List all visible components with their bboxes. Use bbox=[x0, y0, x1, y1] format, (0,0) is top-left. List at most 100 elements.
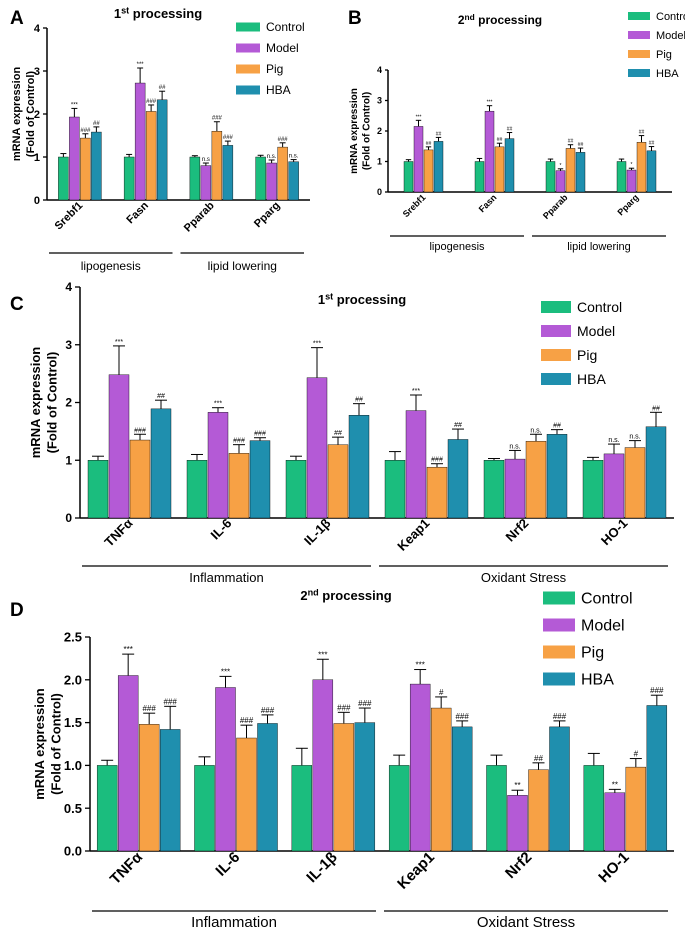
bar-hba bbox=[222, 145, 234, 201]
significance-label: n.s bbox=[202, 157, 210, 163]
group-label: lipogenesis bbox=[81, 259, 141, 273]
bar-control bbox=[189, 156, 201, 201]
bar-control bbox=[194, 765, 215, 852]
group-label: Inflammation bbox=[189, 570, 263, 585]
bar-model bbox=[413, 126, 424, 193]
y-tick-label: 3 bbox=[65, 338, 72, 352]
legend-swatch-hba bbox=[541, 373, 571, 385]
legend-swatch-model bbox=[236, 43, 260, 53]
significance-label: ## bbox=[534, 754, 543, 763]
bar-model bbox=[312, 679, 334, 852]
bar-control bbox=[291, 765, 313, 852]
significance-label: ## bbox=[334, 430, 342, 437]
significance-label: ## bbox=[639, 130, 645, 136]
group-label: lipogenesis bbox=[429, 241, 485, 253]
y-tick-label: 1.5 bbox=[64, 715, 82, 730]
panel-c: C 1st processing mRNA expression(Fold of C… bbox=[10, 280, 674, 585]
y-tick-label: 2.5 bbox=[64, 630, 82, 645]
significance-label: ## bbox=[497, 137, 503, 143]
bar-control bbox=[388, 765, 410, 852]
legend-label: HBA bbox=[577, 371, 606, 387]
bar-model bbox=[215, 687, 236, 852]
bar-pig bbox=[236, 737, 257, 852]
legend: Control Model Pig HBA bbox=[628, 11, 685, 80]
y-tick-label: 0 bbox=[65, 511, 72, 525]
bar-hba bbox=[575, 152, 586, 193]
significance-label: ## bbox=[652, 405, 660, 412]
legend-swatch-pig bbox=[543, 645, 575, 659]
bar-hba bbox=[646, 150, 657, 193]
significance-label: ## bbox=[578, 142, 584, 148]
bar-pig bbox=[528, 769, 549, 852]
y-axis-label: mRNA expression(Fold of Control) bbox=[349, 88, 373, 174]
panel-a: A 1st processing mRNA expression (Fold of C… bbox=[10, 5, 310, 273]
bar-pig bbox=[565, 148, 576, 193]
significance-label: ### bbox=[553, 712, 567, 721]
significance-label: ## bbox=[649, 141, 655, 147]
legend-swatch-model bbox=[541, 325, 571, 337]
bar-model bbox=[306, 377, 328, 519]
bar-hba bbox=[646, 705, 668, 852]
bar-control bbox=[474, 161, 485, 193]
significance-label: *** bbox=[416, 114, 422, 120]
bar-hba bbox=[549, 726, 570, 852]
bar-pig bbox=[636, 142, 647, 193]
significance-label: ### bbox=[278, 137, 289, 143]
bar-model bbox=[603, 453, 625, 519]
group-label: lipid lowering bbox=[208, 259, 277, 273]
x-tick-label: Keap1 bbox=[394, 516, 432, 554]
group-label: Oxidant Stress bbox=[481, 570, 567, 585]
significance-label: ## bbox=[568, 139, 574, 145]
significance-label: *** bbox=[137, 62, 145, 68]
bar-model bbox=[626, 169, 637, 193]
significance-label: ## bbox=[426, 141, 432, 147]
bar-hba bbox=[546, 434, 568, 519]
x-tick-label: Pparab bbox=[541, 192, 570, 221]
x-tick-label: IL-6 bbox=[208, 516, 235, 543]
bar-control bbox=[58, 156, 69, 201]
significance-label: ### bbox=[261, 706, 275, 715]
bar-pig bbox=[525, 440, 547, 519]
bar-model bbox=[69, 116, 80, 201]
bar-hba bbox=[249, 440, 271, 519]
bar-control bbox=[384, 460, 406, 519]
legend: Control Model Pig HBA bbox=[541, 299, 622, 387]
significance-label: n.s. bbox=[629, 434, 640, 441]
group-label: Inflammation bbox=[191, 914, 277, 931]
bar-hba bbox=[447, 439, 469, 519]
significance-label: ### bbox=[233, 438, 245, 445]
chart-title: 2nd processing bbox=[458, 12, 542, 27]
legend-label: Model bbox=[656, 30, 685, 42]
y-tick-label: 2.0 bbox=[64, 672, 82, 687]
significance-label: ## bbox=[159, 85, 166, 91]
significance-label: n.s. bbox=[530, 427, 541, 434]
y-axis-label: mRNA expression(Fold of Control) bbox=[28, 347, 59, 459]
y-tick-label: 1 bbox=[377, 157, 382, 167]
group-label: Oxidant Stress bbox=[477, 914, 575, 931]
bar-model bbox=[504, 458, 526, 519]
legend: Control Model Pig HBA bbox=[236, 20, 305, 97]
significance-label: ** bbox=[612, 780, 618, 789]
x-tick-label: IL-1β bbox=[303, 849, 340, 886]
legend-label: Model bbox=[577, 323, 615, 339]
chart-title: 1st processing bbox=[318, 291, 406, 307]
significance-label: n.s. bbox=[608, 437, 619, 444]
x-tick-label: Fasn bbox=[124, 199, 151, 226]
x-tick-label: Pparg bbox=[252, 200, 283, 231]
significance-label: *** bbox=[318, 650, 327, 659]
significance-label: *** bbox=[71, 102, 79, 108]
legend-label: Pig bbox=[581, 645, 604, 662]
x-tick-label: Srebf1 bbox=[401, 192, 428, 219]
significance-label: ### bbox=[146, 99, 157, 105]
bar-control bbox=[582, 460, 604, 519]
x-tick-label: HO-1 bbox=[598, 516, 631, 549]
bar-pig bbox=[80, 137, 91, 201]
x-tick-label: IL-6 bbox=[212, 849, 243, 880]
legend-label: Pig bbox=[577, 347, 597, 363]
bar-control bbox=[255, 156, 266, 201]
bar-pig bbox=[138, 724, 160, 852]
significance-label: ## bbox=[93, 121, 100, 127]
bar-model bbox=[117, 675, 139, 852]
